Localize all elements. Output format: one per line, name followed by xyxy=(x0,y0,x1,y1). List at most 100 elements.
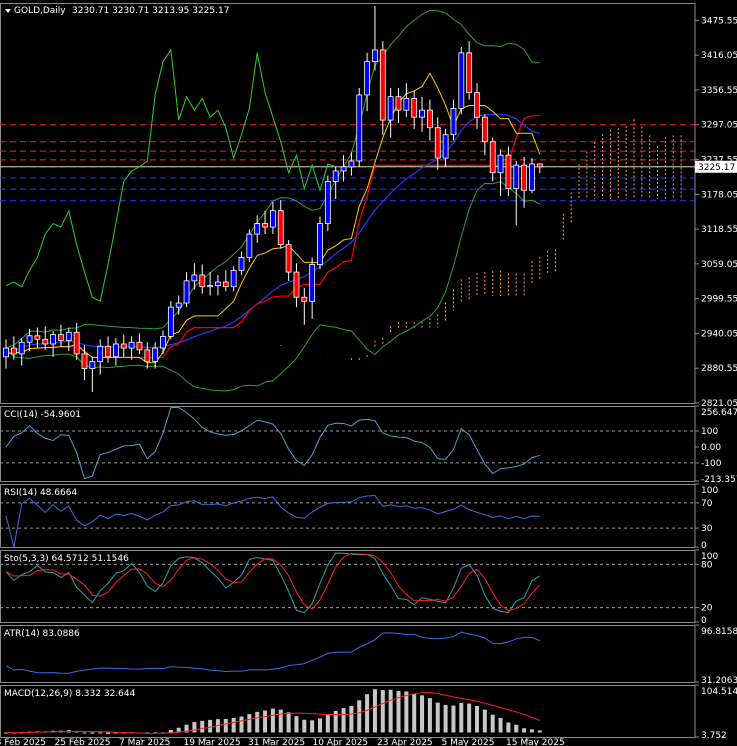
stoch-label: Sto(5,3,3) 64.5712 51.1546 xyxy=(4,554,129,564)
macd-histogram-bar xyxy=(333,710,338,733)
candle-body xyxy=(144,349,151,362)
macd-histogram-bar xyxy=(255,711,260,733)
candle-body xyxy=(332,170,339,182)
x-tick-label: 19 Mar 2025 xyxy=(184,738,241,746)
macd-histogram-bar xyxy=(325,714,330,733)
candle-body xyxy=(466,52,473,94)
candle-body xyxy=(113,343,119,358)
macd-histogram-bar xyxy=(223,718,228,733)
atr-tick-label: 31.2063 xyxy=(701,676,737,686)
macd-histogram-bar xyxy=(208,719,213,733)
macd-histogram-bar xyxy=(270,708,275,733)
candle-body xyxy=(474,92,480,118)
price-tick-label: 2999.55 xyxy=(701,295,737,305)
candle-body xyxy=(81,353,88,369)
price-tick-label: 2940.05 xyxy=(701,329,737,339)
rsi-label: RSI(14) 48.6664 xyxy=(4,488,77,498)
macd-histogram-bar xyxy=(467,703,472,733)
macd-histogram-bar xyxy=(106,732,111,734)
candle-body xyxy=(183,280,190,304)
candle-body xyxy=(26,335,33,343)
candle-body xyxy=(489,141,496,174)
candle-body xyxy=(207,285,214,288)
price-tick-label: 3118.55 xyxy=(701,225,737,235)
candle-body xyxy=(269,210,276,228)
stoch-k-line xyxy=(5,552,541,614)
candle-body xyxy=(222,281,229,288)
macd-histogram-bar xyxy=(372,689,377,733)
macd-histogram-bar xyxy=(90,732,95,734)
macd-histogram-bar xyxy=(310,720,315,733)
x-tick-label: 23 Apr 2025 xyxy=(377,738,433,746)
stoch-tick-label: 20 xyxy=(701,604,713,614)
rsi-line xyxy=(5,494,540,548)
rsi-tick-label: 70 xyxy=(701,499,713,509)
macd-histogram-bar xyxy=(231,717,236,733)
macd-histogram-bar xyxy=(302,719,307,733)
macd-histogram-bar xyxy=(498,717,503,733)
candle-body xyxy=(309,264,316,302)
stoch-tick-label: 0 xyxy=(701,616,707,626)
price-tick-label: 3297.05 xyxy=(701,121,737,131)
candle-body xyxy=(442,134,449,159)
stoch-tick-label: 100 xyxy=(701,552,718,562)
candle-body xyxy=(65,331,72,341)
macd-histogram-bar xyxy=(404,691,409,733)
x-tick-label: 15 May 2025 xyxy=(506,738,565,746)
macd-histogram-bar xyxy=(537,730,542,733)
macd-histogram-bar xyxy=(459,702,464,733)
x-tick-label: 5 May 2025 xyxy=(442,738,495,746)
moving-average-line xyxy=(5,113,540,352)
last-price-badge xyxy=(695,160,737,173)
candle-body xyxy=(238,257,245,271)
price-tick-label: 2880.55 xyxy=(701,364,737,374)
candle-body xyxy=(42,338,49,345)
candle-body xyxy=(364,61,371,96)
candle-body xyxy=(293,271,300,298)
candle-body xyxy=(536,163,543,168)
macd-histogram-bar xyxy=(286,712,291,733)
candle-body xyxy=(348,160,355,168)
atr-panel-frame xyxy=(0,625,696,683)
macd-histogram-bar xyxy=(341,708,346,733)
macd-histogram-bar xyxy=(506,722,511,733)
macd-signal-line xyxy=(5,692,540,734)
candle-body xyxy=(505,154,512,189)
macd-histogram-bar xyxy=(200,720,205,733)
macd-histogram-bar xyxy=(365,694,370,733)
macd-histogram-bar xyxy=(247,714,252,733)
candle-body xyxy=(340,166,347,172)
cci-label: CCI(14) -54.9601 xyxy=(4,410,81,420)
last-price-label: 3225.17 xyxy=(698,163,735,173)
candle-body xyxy=(497,154,504,174)
x-tick-label: 25 Feb 2025 xyxy=(55,738,111,746)
macd-histogram-bar xyxy=(412,693,417,733)
macd-histogram-bar xyxy=(475,705,479,733)
cci-line xyxy=(5,406,540,480)
kijun-sen-line xyxy=(5,115,540,359)
rsi-panel-frame xyxy=(0,484,696,548)
macd-histogram-bar xyxy=(514,724,519,733)
macd-histogram-bar xyxy=(482,709,487,733)
candle-body xyxy=(324,181,331,224)
macd-histogram-bar xyxy=(522,728,527,733)
candle-body xyxy=(246,233,253,258)
price-tick-label: 3237.55 xyxy=(701,156,737,166)
x-tick-label: 31 Mar 2025 xyxy=(248,738,305,746)
candle-body xyxy=(419,109,425,118)
macd-label: MACD(12,26,9) 8.332 32.644 xyxy=(4,689,136,699)
macd-histogram-bar xyxy=(349,705,354,733)
macd-histogram-bar xyxy=(239,716,244,733)
macd-histogram-bar xyxy=(192,722,197,733)
cci-panel-frame xyxy=(0,406,696,482)
macd-histogram-bar xyxy=(396,690,401,733)
macd-histogram-bar xyxy=(357,700,362,733)
candle-body xyxy=(426,109,433,129)
candle-body xyxy=(215,281,221,286)
candle-body xyxy=(301,296,308,302)
atr-label: ATR(14) 83.0886 xyxy=(4,629,80,639)
x-tick-label: 10 Apr 2025 xyxy=(313,738,369,746)
ohlc-header: 3230.71 3230.71 3213.95 3225.17 xyxy=(72,6,229,16)
